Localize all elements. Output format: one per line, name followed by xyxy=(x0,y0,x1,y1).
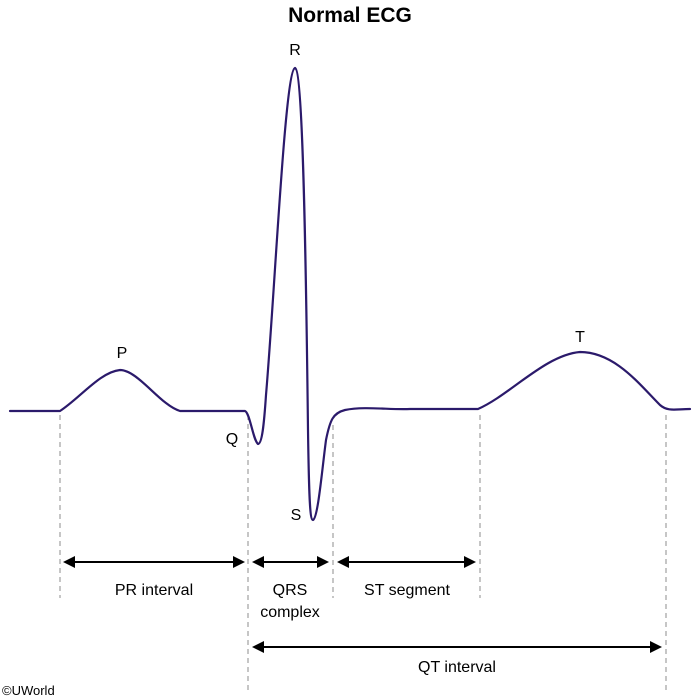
label-s-wave: S xyxy=(291,507,302,524)
st-segment-arrow xyxy=(337,556,476,568)
pr-interval-arrow xyxy=(63,556,245,568)
label-p-wave: P xyxy=(117,345,128,362)
label-q-wave: Q xyxy=(226,431,238,448)
label-qt-interval: QT interval xyxy=(418,659,496,676)
qt-interval-arrow xyxy=(252,641,662,653)
diagram-title: Normal ECG xyxy=(288,4,412,27)
label-pr-interval: PR interval xyxy=(115,582,193,599)
label-st-segment: ST segment xyxy=(364,582,451,599)
qrs-complex-arrow xyxy=(252,556,329,568)
ecg-waveform xyxy=(8,66,692,522)
label-t-wave: T xyxy=(575,329,585,346)
label-qrs-complex-line2: complex xyxy=(260,604,320,621)
label-qrs-complex-line1: QRS xyxy=(273,582,308,599)
copyright-notice: ©UWorld xyxy=(2,683,55,698)
label-r-wave: R xyxy=(289,42,301,59)
